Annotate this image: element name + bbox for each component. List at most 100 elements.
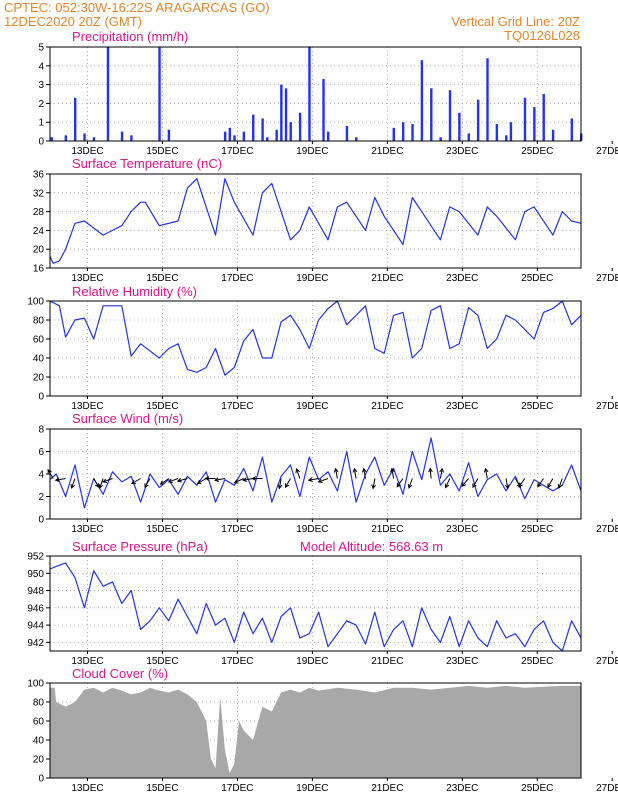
x-tick-label: 25DEC: [521, 146, 553, 157]
wind-direction-arrow: [251, 476, 263, 481]
precipitation-bar: [266, 137, 269, 141]
x-tick-label: 15DEC: [146, 401, 178, 412]
x-tick-label: 13DEC: [71, 273, 103, 284]
wind-direction-arrow: [70, 478, 76, 489]
x-tick-label: 23DEC: [446, 656, 478, 667]
wind-arrow-shaft: [160, 478, 169, 485]
series-line: [49, 562, 582, 652]
wind-arrow-head: [333, 467, 339, 473]
precipitation-title: Precipitation (mm/h): [72, 29, 188, 44]
wind-arrow-head: [196, 479, 202, 485]
precipitation-bar: [167, 129, 171, 141]
wind-direction-arrow: [214, 477, 226, 482]
wind-arrow-shaft: [396, 478, 404, 487]
wind-arrow-head: [176, 477, 182, 483]
wind-direction-arrow: [98, 478, 104, 489]
wind-direction-arrow: [362, 467, 367, 479]
precipitation-bar: [73, 97, 77, 141]
precipitation-bar: [495, 124, 499, 141]
plot-frame: [49, 428, 582, 520]
precipitation-bar: [120, 131, 124, 141]
y-tick-label: 0: [38, 392, 44, 403]
wind-direction-arrow: [242, 477, 254, 482]
wind-arrow-shaft: [197, 478, 207, 484]
x-tick-label: 17DEC: [221, 401, 253, 412]
model-altitude-label: Model Altitude: 568.63 m: [300, 539, 443, 554]
wind-arrow-shaft: [234, 478, 244, 484]
wind-arrow-head: [371, 484, 376, 490]
y-tick-label: 20: [33, 755, 45, 766]
wind-arrow-head: [277, 484, 283, 490]
precipitation-bar: [401, 122, 405, 141]
wind-direction-arrow: [176, 477, 188, 483]
precipitation-bar: [345, 125, 349, 141]
header-run-time: 12DEC2020 20Z (GMT): [4, 14, 142, 29]
wind-arrow-shaft: [285, 478, 291, 488]
grid: [50, 47, 581, 141]
wind-arrow-shaft: [461, 478, 469, 487]
x-tick-label: 25DEC: [521, 656, 553, 667]
plot-frame: [49, 555, 582, 652]
series-line: [49, 300, 582, 376]
y-tick-label: 3: [38, 80, 44, 91]
x-tick-label: 13DEC: [71, 524, 103, 535]
y-tick-label: 40: [33, 354, 45, 365]
wind-direction-arrow: [390, 467, 395, 479]
precipitation-bar: [458, 112, 461, 141]
wind-arrow-shaft: [318, 478, 329, 483]
plot-frame: [49, 300, 582, 397]
wind-arrow-head: [352, 467, 358, 473]
precipitation-panel: Precipitation (mm/h) 5 4 3 2 1 0 13DEC 15DEC 17D…: [38, 29, 618, 157]
wind-direction-arrow: [461, 478, 469, 488]
wind-arrow-head: [317, 478, 323, 483]
wind-arrow-head: [428, 467, 433, 473]
wind-direction-arrow: [295, 468, 301, 479]
grid: [50, 174, 581, 268]
x-tick-label: 13DEC: [71, 401, 103, 412]
y-tick-label: 952: [27, 552, 44, 563]
x-tick-label: 21DEC: [371, 401, 403, 412]
y-tick-label: 2: [38, 99, 44, 110]
x-tick-label: 25DEC: [521, 524, 553, 535]
wind-arrow-head: [130, 479, 136, 485]
wind-arrow-shaft: [102, 478, 113, 483]
precipitation-bar: [64, 135, 68, 141]
precipitation-bar: [92, 137, 96, 141]
x-tick-label: 19DEC: [296, 146, 328, 157]
x-tick-label: 25DEC: [521, 401, 553, 412]
precipitation-bar: [392, 127, 395, 141]
y-tick-label: 942: [27, 638, 44, 649]
y-tick-label: 60: [33, 717, 45, 728]
wind-arrow-head: [390, 467, 395, 473]
x-tick-label: 15DEC: [146, 656, 178, 667]
x-tick-label: 13DEC: [71, 783, 103, 794]
x-tick-label: 15DEC: [146, 783, 178, 794]
precipitation-bar: [411, 124, 414, 141]
wind-panel: Surface Wind (m/s) 8 6 4 2 0 13DEC 15DEC 17DEC 1…: [38, 411, 618, 535]
precipitation-bar: [355, 137, 358, 141]
wind-arrow-head: [407, 483, 413, 489]
grid: [50, 556, 581, 651]
y-tick-label: 944: [27, 621, 44, 632]
x-tick-label: 23DEC: [446, 524, 478, 535]
header-model-code: TQ0126L028: [504, 28, 580, 43]
x-tick-label: 19DEC: [296, 524, 328, 535]
y-tick-label: 8: [38, 425, 44, 436]
y-tick-label: 32: [33, 188, 45, 199]
y-tick-label: 40: [33, 736, 45, 747]
y-tick-label: 4: [38, 61, 44, 72]
y-tick-label: 948: [27, 586, 44, 597]
wind-arrow-head: [557, 483, 563, 489]
wind-arrow-head: [307, 477, 313, 482]
precipitation-bar: [551, 129, 555, 141]
humidity-panel: Relative Humidity (%) 100 80 60 40 20 0 13DEC 1…: [27, 284, 618, 412]
x-tick-label: 21DEC: [371, 656, 403, 667]
precipitation-bar: [106, 47, 110, 141]
wind-arrow-shaft: [518, 478, 526, 487]
wind-arrow-shaft: [71, 478, 76, 489]
wind-direction-arrow: [307, 477, 319, 482]
precipitation-bar: [505, 135, 508, 141]
